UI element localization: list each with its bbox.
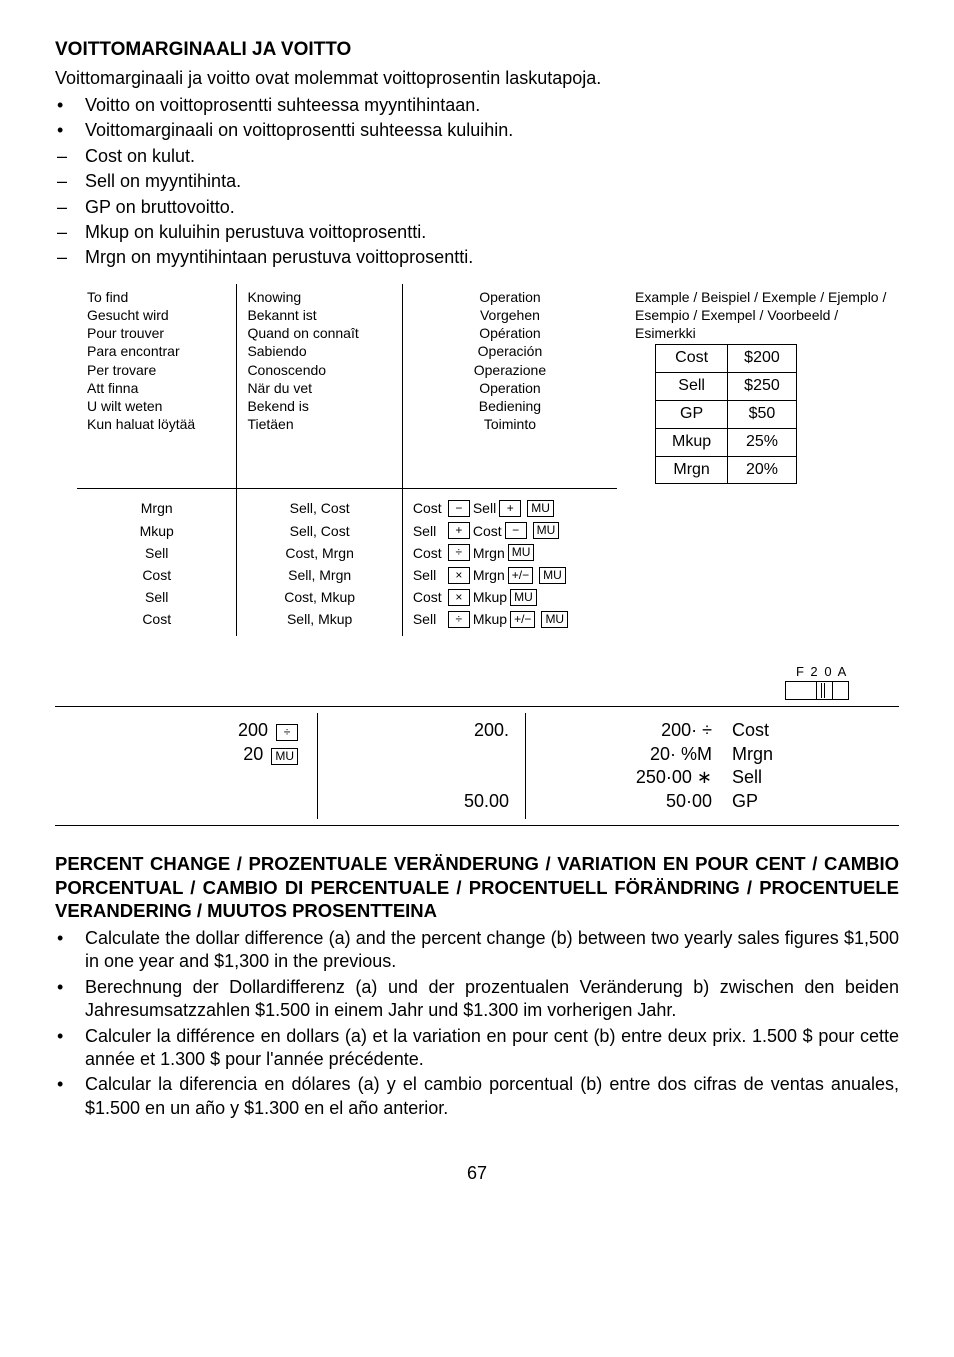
key-icon: −: [505, 522, 527, 539]
key-icon: ÷: [448, 611, 470, 628]
key-icon: ×: [448, 589, 470, 606]
lookup-data: MrgnMkupSellCostSellCost Sell, CostSell,…: [77, 488, 899, 636]
lookup-block: To findGesucht wirdPour trouverPara enco…: [77, 284, 899, 489]
key-icon: ÷: [448, 544, 470, 561]
worked-example: 200 ÷20 MU 200. 50.00 200· ÷Cost20· %MMr…: [95, 713, 899, 819]
list-item: •Calcular la diferencia en dólares (a) y…: [55, 1073, 899, 1120]
key-icon: −: [448, 500, 470, 517]
list-item: •Voittomarginaali on voittoprosentti suh…: [55, 119, 899, 142]
key-icon: MU: [539, 567, 566, 584]
page-title: VOITTOMARGINAALI JA VOITTO: [55, 38, 899, 63]
list-item: •Calculer la différence en dollars (a) e…: [55, 1025, 899, 1072]
key-icon: +: [448, 522, 470, 539]
key-icon: MU: [510, 589, 537, 606]
example-table: Cost$200Sell$250GP$50Mkup25%Mrgn20%: [655, 344, 797, 484]
list-item: –Mkup on kuluihin perustuva voittoprosen…: [55, 221, 899, 244]
key-icon: ×: [448, 567, 470, 584]
subtitle: Voittomarginaali ja voitto ovat molemmat…: [55, 67, 899, 90]
switch-indicator: F20A: [55, 664, 899, 700]
example-label: Example / Beispiel / Exemple / Ejemplo /…: [635, 288, 889, 343]
intro-bullets: •Voitto on voittoprosentti suhteessa myy…: [55, 94, 899, 270]
list-item: –Sell on myyntihinta.: [55, 170, 899, 193]
list-item: –Cost on kulut.: [55, 145, 899, 168]
key-icon: MU: [541, 611, 568, 628]
section-heading: PERCENT CHANGE / PROZENTUALE VERÄNDERUNG…: [55, 852, 899, 923]
body-bullets: •Calculate the dollar difference (a) and…: [55, 927, 899, 1120]
key-icon: ÷: [276, 724, 298, 741]
list-item: •Calculate the dollar difference (a) and…: [55, 927, 899, 974]
key-icon: MU: [508, 544, 535, 561]
page-number: 67: [55, 1162, 899, 1185]
key-icon: +/−: [508, 567, 533, 584]
list-item: –Mrgn on myyntihintaan perustuva voittop…: [55, 246, 899, 269]
key-icon: +: [499, 500, 521, 517]
list-item: –GP on bruttovoitto.: [55, 196, 899, 219]
key-icon: MU: [533, 522, 560, 539]
key-icon: MU: [271, 748, 298, 765]
list-item: •Voitto on voittoprosentti suhteessa myy…: [55, 94, 899, 117]
list-item: •Berechnung der Dollardifferenz (a) und …: [55, 976, 899, 1023]
key-icon: +/−: [510, 611, 535, 628]
key-icon: MU: [527, 500, 554, 517]
